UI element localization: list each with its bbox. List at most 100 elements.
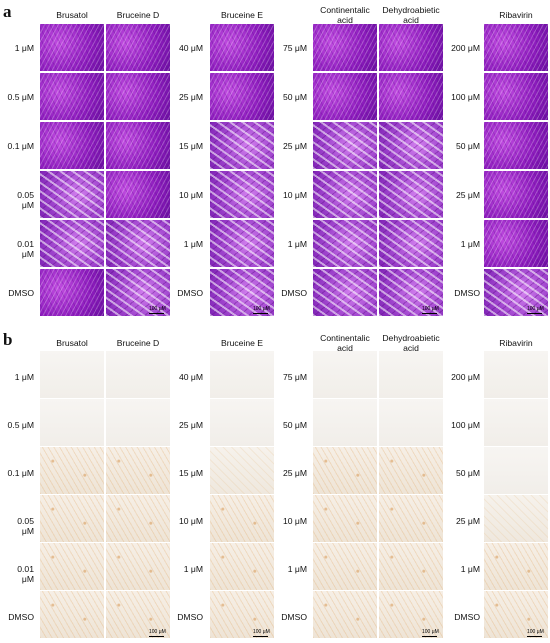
image-tile: [40, 447, 104, 494]
image-tile: [484, 495, 548, 542]
label-b-g1-r4: 0.05 μM: [17, 516, 34, 536]
image-tile: [40, 24, 104, 71]
image-tile: [484, 591, 548, 638]
image-tile: [313, 122, 377, 169]
label-a-g4-r3: 50 μM: [455, 141, 480, 151]
label-a-g1-r6: DMSO: [8, 288, 34, 298]
label-a-g2-r3: 15 μM: [178, 141, 203, 151]
label-a-g4-r1: 200 μM: [451, 43, 480, 53]
scale-bar: 100 μM: [527, 629, 544, 637]
label-a-g1-r3: 0.1 μM: [7, 141, 34, 151]
image-tile: [484, 399, 548, 446]
label-a-g2-r1: 40 μM: [178, 43, 203, 53]
image-tile: [379, 73, 443, 120]
header-continentalic-acid-b: Continentalic acid: [320, 333, 370, 353]
image-tile: [313, 447, 377, 494]
image-tile: [210, 447, 274, 494]
header-ribavirin-b: Ribavirin: [499, 338, 533, 348]
image-tile: [106, 543, 170, 590]
image-tile: [313, 351, 377, 398]
label-b-g3-r6: DMSO: [281, 612, 307, 622]
header-dehydroabietic-acid-b: Dehydroabietic acid: [382, 333, 440, 353]
image-tile: [379, 220, 443, 267]
label-b-g2-r2: 25 μM: [178, 420, 203, 430]
label-b-g2-r3: 15 μM: [178, 468, 203, 478]
image-tile: [106, 495, 170, 542]
label-b-g4-r6: DMSO: [454, 612, 480, 622]
label-a-g3-r2: 50 μM: [282, 92, 307, 102]
label-b-g1-r5: 0.01 μM: [17, 564, 34, 584]
label-a-g2-r5: 1 μM: [183, 239, 203, 249]
image-tile: [379, 24, 443, 71]
image-tile: [313, 495, 377, 542]
image-tile: [379, 543, 443, 590]
label-b-g4-r5: 1 μM: [460, 564, 480, 574]
image-tile: [484, 269, 548, 316]
scale-bar: 100 μM: [527, 306, 544, 314]
scale-bar: 100 μM: [149, 629, 166, 637]
label-b-g1-r6: DMSO: [8, 612, 34, 622]
header-brusatol-b: Brusatol: [56, 338, 88, 348]
label-b-g3-r5: 1 μM: [287, 564, 307, 574]
image-tile: [106, 591, 170, 638]
image-tile: [210, 122, 274, 169]
image-tile: [40, 269, 104, 316]
image-tile: [210, 399, 274, 446]
label-a-g1-r4: 0.05 μM: [17, 190, 34, 210]
image-tile: [379, 399, 443, 446]
image-tile: [484, 543, 548, 590]
header-ribavirin: Ribavirin: [499, 10, 533, 20]
label-b-g1-r3: 0.1 μM: [7, 468, 34, 478]
image-tile: [40, 351, 104, 398]
panel-letter-a: a: [3, 2, 12, 21]
image-tile: [106, 269, 170, 316]
image-tile: [40, 399, 104, 446]
image-tile: [379, 171, 443, 218]
header-continentalic-acid: Continentalic acid: [320, 5, 370, 25]
image-tile: [210, 24, 274, 71]
image-tile: [313, 269, 377, 316]
image-tile: [379, 495, 443, 542]
header-bruceine-d: Bruceine D: [116, 10, 160, 20]
image-tile: [210, 351, 274, 398]
image-tile: [40, 122, 104, 169]
label-a-g4-r4: 25 μM: [455, 190, 480, 200]
image-tile: [379, 351, 443, 398]
image-tile: [106, 351, 170, 398]
image-tile: [484, 220, 548, 267]
label-b-g1-r1: 1 μM: [14, 372, 34, 382]
label-a-g1-r5: 0.01 μM: [17, 239, 34, 259]
image-tile: [379, 591, 443, 638]
header-bruceine-e: Bruceine E: [220, 10, 264, 20]
label-b-g3-r2: 50 μM: [282, 420, 307, 430]
image-tile: [484, 447, 548, 494]
label-b-g1-r2: 0.5 μM: [7, 420, 34, 430]
image-tile: [106, 24, 170, 71]
label-b-g2-r5: 1 μM: [183, 564, 203, 574]
image-tile: [313, 591, 377, 638]
label-a-g3-r3: 25 μM: [282, 141, 307, 151]
image-tile: [40, 495, 104, 542]
image-tile: [313, 399, 377, 446]
image-tile: [379, 447, 443, 494]
label-a-g2-r2: 25 μM: [178, 92, 203, 102]
image-tile: [40, 220, 104, 267]
label-b-g4-r2: 100 μM: [451, 420, 480, 430]
image-tile: [379, 122, 443, 169]
image-tile: [40, 171, 104, 218]
label-a-g4-r5: 1 μM: [460, 239, 480, 249]
label-b-g4-r3: 50 μM: [455, 468, 480, 478]
scale-bar: 100 μM: [422, 306, 439, 314]
image-tile: [106, 399, 170, 446]
image-tile: [484, 73, 548, 120]
label-a-g1-r1: 1 μM: [14, 43, 34, 53]
label-b-g3-r1: 75 μM: [282, 372, 307, 382]
scale-bar: 100 μM: [422, 629, 439, 637]
label-a-g3-r4: 10 μM: [282, 190, 307, 200]
label-a-g3-r1: 75 μM: [282, 43, 307, 53]
label-b-g2-r6: DMSO: [177, 612, 203, 622]
label-a-g1-r2: 0.5 μM: [7, 92, 34, 102]
label-a-g3-r6: DMSO: [281, 288, 307, 298]
label-b-g2-r4: 10 μM: [178, 516, 203, 526]
image-tile: [313, 73, 377, 120]
